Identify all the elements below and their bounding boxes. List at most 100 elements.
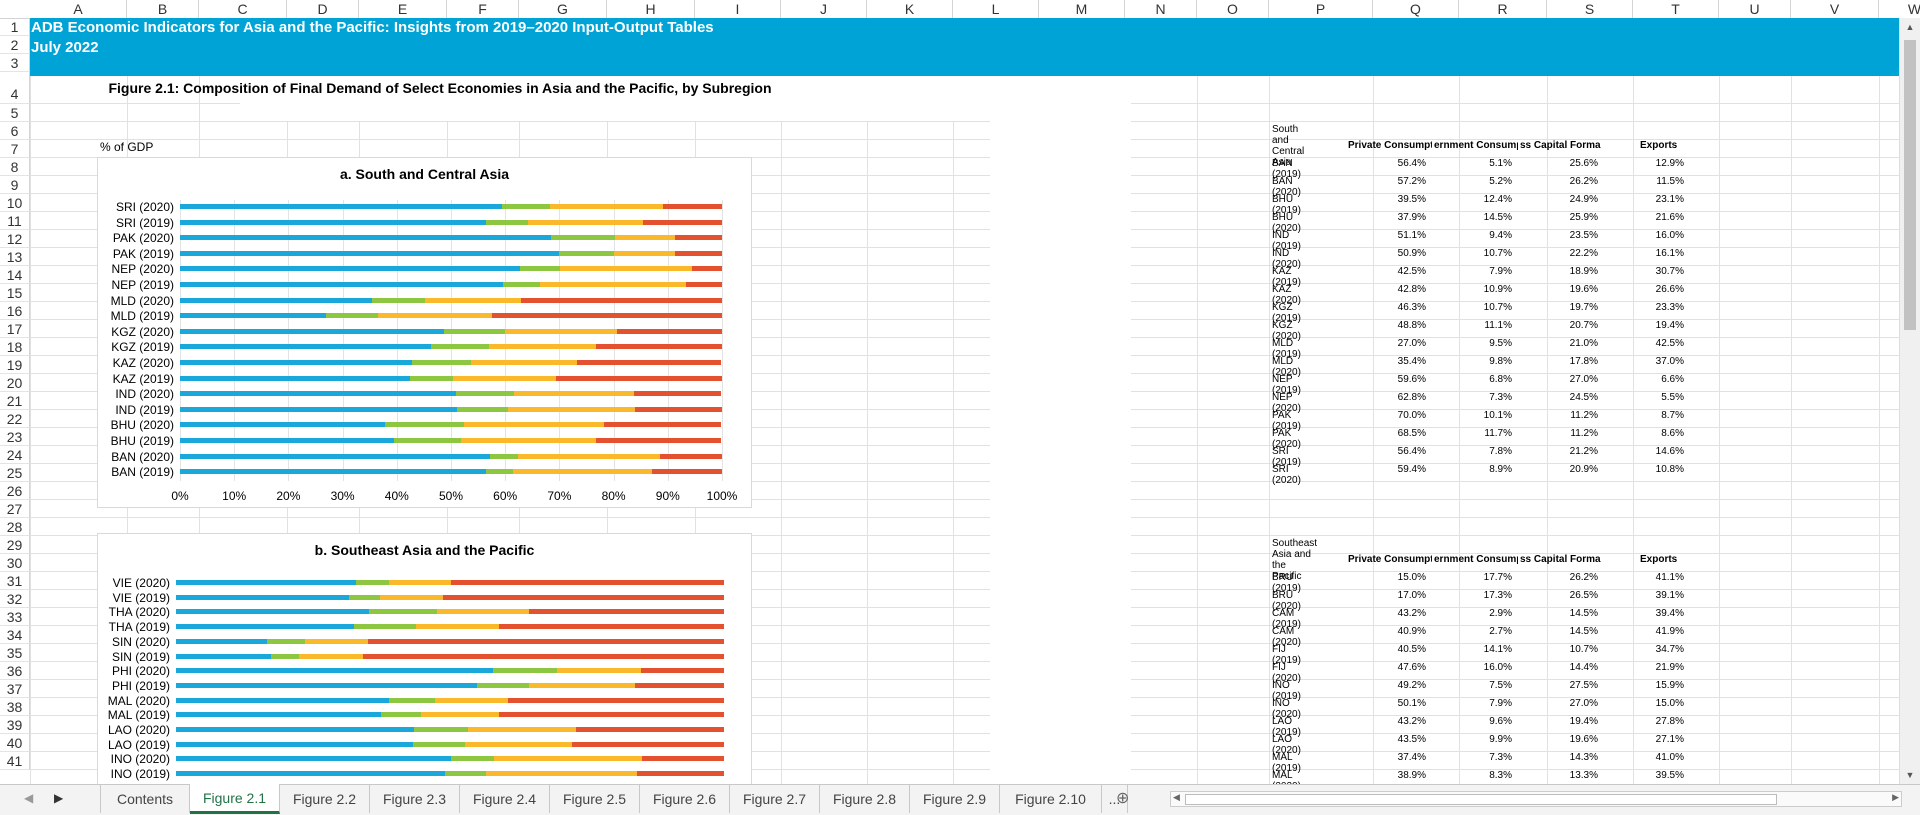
table-cell[interactable]: BAN (2020)	[1272, 176, 1301, 198]
table-cell[interactable]: 47.6%	[1397, 662, 1426, 673]
sheet-tab[interactable]: Contents	[100, 785, 190, 813]
column-header-F[interactable]: F	[447, 0, 519, 18]
row-header-2[interactable]: 2	[0, 36, 30, 54]
table-cell[interactable]: 25.9%	[1569, 212, 1598, 223]
bar-segment-exports[interactable]	[642, 219, 722, 225]
row-header-34[interactable]: 34	[0, 626, 30, 644]
bar-segment-gross-capital-formation[interactable]	[437, 609, 530, 615]
table-cell[interactable]: 11.2%	[1570, 428, 1598, 439]
bar-segment-private-consumption[interactable]	[176, 712, 381, 718]
table-cell[interactable]: 6.8%	[1489, 374, 1512, 385]
table-cell[interactable]: BAN (2019)	[1272, 158, 1301, 180]
table-cell[interactable]: 27.0%	[1397, 338, 1426, 349]
bar-segment-gross-capital-formation[interactable]	[556, 668, 641, 674]
table-cell[interactable]: 8.7%	[1661, 410, 1684, 421]
bar-segment-gross-capital-formation[interactable]	[434, 697, 508, 703]
table-cell[interactable]: 10.7%	[1483, 248, 1512, 259]
bar-segment-private-consumption[interactable]	[180, 282, 504, 287]
bar-segment-exports[interactable]	[616, 328, 722, 334]
bar-segment-government-consumption[interactable]	[485, 469, 514, 475]
column-header-H[interactable]: H	[607, 0, 695, 18]
bar-segment-government-consumption[interactable]	[551, 235, 615, 241]
table-cell[interactable]: 27.0%	[1569, 698, 1598, 709]
row-header-16[interactable]: 16	[0, 302, 30, 320]
table-cell[interactable]: 5.5%	[1661, 392, 1684, 403]
bar-segment-gross-capital-formation[interactable]	[527, 219, 643, 225]
sheet-tab[interactable]: Figure 2.9	[910, 785, 1000, 813]
bar-segment-exports[interactable]	[674, 250, 722, 256]
row-header-35[interactable]: 35	[0, 644, 30, 662]
scroll-up-icon[interactable]: ▲	[1905, 22, 1915, 32]
stacked-bar[interactable]	[176, 756, 724, 762]
table-cell[interactable]: 51.1%	[1397, 230, 1426, 241]
table-cell[interactable]: 8.6%	[1661, 428, 1684, 439]
table-cell[interactable]: 38.9%	[1397, 770, 1426, 781]
bar-segment-private-consumption[interactable]	[180, 313, 327, 319]
table-cell[interactable]: 37.9%	[1397, 212, 1426, 223]
bar-segment-private-consumption[interactable]	[180, 250, 560, 256]
row-header-20[interactable]: 20	[0, 374, 30, 392]
bar-segment-government-consumption[interactable]	[520, 266, 560, 272]
stacked-bar[interactable]	[180, 438, 722, 443]
table-cell[interactable]: IND (2019)	[1272, 230, 1301, 252]
table-cell[interactable]: 43.5%	[1397, 734, 1426, 745]
stacked-bar[interactable]	[180, 266, 722, 272]
table-cell[interactable]: 37.4%	[1397, 752, 1426, 763]
table-cell[interactable]: 27.0%	[1569, 374, 1598, 385]
bar-segment-gross-capital-formation[interactable]	[493, 756, 642, 762]
bar-segment-private-consumption[interactable]	[176, 594, 350, 600]
column-header-T[interactable]: T	[1633, 0, 1719, 18]
bar-segment-government-consumption[interactable]	[444, 328, 505, 334]
bar-segment-private-consumption[interactable]	[176, 609, 369, 615]
stacked-bar[interactable]	[176, 741, 724, 747]
bar-segment-gross-capital-formation[interactable]	[298, 653, 363, 659]
table-cell[interactable]: IND (2020)	[1272, 248, 1301, 270]
row-header-39[interactable]: 39	[0, 716, 30, 734]
table-cell[interactable]: 11.5%	[1656, 176, 1684, 187]
table-cell[interactable]: 27.5%	[1569, 680, 1598, 691]
bar-segment-government-consumption[interactable]	[389, 697, 435, 703]
table-cell[interactable]: 18.9%	[1569, 266, 1598, 277]
sheet-tab[interactable]: Figure 2.10	[1000, 785, 1102, 813]
table-cell[interactable]: 62.8%	[1397, 392, 1426, 403]
bar-segment-exports[interactable]	[362, 653, 724, 659]
table-cell[interactable]: 12.9%	[1655, 158, 1684, 169]
table-cell[interactable]: 14.4%	[1569, 662, 1598, 673]
scroll-down-icon[interactable]: ▼	[1905, 770, 1915, 780]
bar-segment-exports[interactable]	[636, 771, 725, 777]
table-cell[interactable]: 41.1%	[1655, 572, 1684, 583]
column-header-S[interactable]: S	[1547, 0, 1633, 18]
scroll-right-icon[interactable]: ▶	[1892, 792, 1899, 802]
bar-segment-government-consumption[interactable]	[450, 756, 494, 762]
bar-segment-private-consumption[interactable]	[180, 375, 411, 381]
row-header-13[interactable]: 13	[0, 248, 30, 266]
bar-segment-exports[interactable]	[499, 712, 724, 718]
stacked-bar[interactable]	[176, 712, 724, 718]
table-cell[interactable]: 12.4%	[1483, 194, 1512, 205]
table-cell[interactable]: 21.0%	[1569, 338, 1598, 349]
bar-segment-exports[interactable]	[491, 313, 722, 319]
row-header-37[interactable]: 37	[0, 680, 30, 698]
bar-segment-government-consumption[interactable]	[503, 282, 540, 287]
table-cell[interactable]: 11.7%	[1484, 428, 1512, 439]
vertical-scroll-thumb[interactable]	[1904, 40, 1916, 330]
table-cell[interactable]: 19.6%	[1569, 284, 1598, 295]
table-cell[interactable]: FIJ (2020)	[1272, 662, 1301, 684]
bar-segment-gross-capital-formation[interactable]	[388, 580, 452, 585]
bar-segment-gross-capital-formation[interactable]	[550, 204, 664, 209]
bar-segment-gross-capital-formation[interactable]	[513, 391, 635, 397]
table-cell[interactable]: 26.5%	[1569, 590, 1598, 601]
bar-segment-government-consumption[interactable]	[354, 624, 417, 630]
table-cell[interactable]: 34.7%	[1655, 644, 1684, 655]
table-cell[interactable]: 24.9%	[1569, 194, 1598, 205]
table-cell[interactable]: 59.6%	[1397, 374, 1426, 385]
table-cell[interactable]: 7.3%	[1489, 752, 1512, 763]
bar-segment-exports[interactable]	[692, 266, 722, 272]
row-header-10[interactable]: 10	[0, 194, 30, 212]
bar-segment-gross-capital-formation[interactable]	[488, 344, 596, 350]
table-cell[interactable]: 30.7%	[1655, 266, 1684, 277]
bar-segment-gross-capital-formation[interactable]	[504, 328, 617, 334]
table-cell[interactable]: MAL (2019)	[1272, 752, 1301, 774]
table-cell[interactable]: 27.8%	[1655, 716, 1684, 727]
bar-segment-private-consumption[interactable]	[180, 344, 431, 350]
